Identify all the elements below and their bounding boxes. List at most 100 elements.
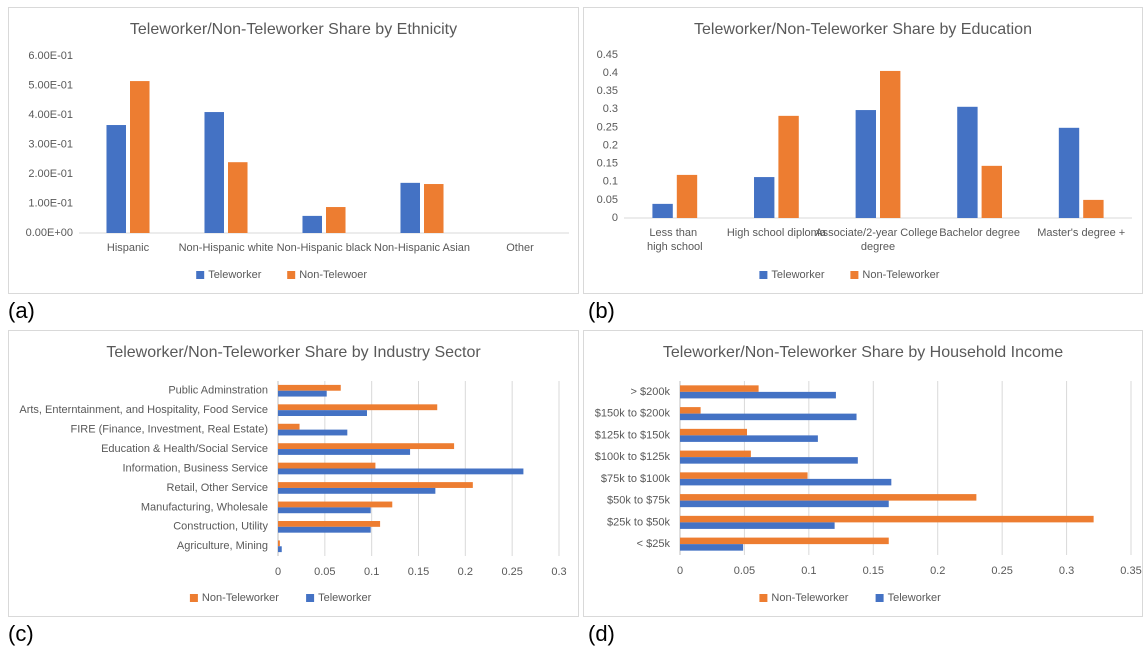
bar	[228, 162, 248, 233]
bar	[680, 522, 835, 529]
bar	[1058, 127, 1080, 218]
y-tick-label: $75k to $100k	[601, 473, 671, 485]
chart-panel: Teleworker/Non-Teleworker Share by Educa…	[583, 7, 1143, 294]
x-tick-label: 0.25	[501, 566, 522, 578]
legend-label: Non-Telewoer	[299, 269, 367, 281]
x-tick-label: Hispanic	[107, 242, 150, 254]
y-tick-label: Information, Business Service	[122, 462, 268, 474]
x-tick-label: 0.3	[551, 566, 566, 578]
y-tick-label: 5.00E-01	[28, 79, 73, 91]
bar	[680, 391, 836, 399]
y-tick-label: $50k to $75k	[607, 495, 670, 507]
bar	[680, 544, 744, 551]
bar	[981, 165, 1002, 218]
bar	[754, 177, 775, 218]
bar	[278, 540, 280, 547]
x-tick-label: 0.2	[930, 565, 945, 577]
x-tick-label: Bachelor degree	[939, 227, 1020, 239]
legend-label: Teleworker	[318, 592, 372, 604]
label-line: degree	[861, 241, 895, 253]
bar	[278, 449, 411, 455]
bar	[680, 457, 858, 464]
y-tick-label: 0.2	[603, 139, 618, 151]
y-tick-label: 0.1	[603, 176, 618, 188]
bar	[278, 468, 524, 475]
bar	[676, 174, 698, 218]
x-tick-label: 0.2	[458, 566, 473, 578]
bar	[278, 384, 341, 391]
bar	[278, 462, 376, 469]
x-tick-label: Non-Hispanic Asian	[374, 242, 470, 254]
chart-title: Teleworker/Non-Teleworker Share by House…	[663, 344, 1063, 361]
bar	[680, 494, 977, 501]
x-tick-label: Master's degree +	[1037, 227, 1125, 239]
chart: Teleworker/Non-Teleworker Share by Indus…	[19, 344, 566, 604]
y-tick-label: $25k to $50k	[607, 516, 670, 528]
legend-label: Non-Teleworker	[202, 592, 279, 604]
legend-label: Teleworker	[208, 269, 262, 281]
bar	[278, 487, 436, 494]
bar	[957, 106, 978, 218]
y-tick-label: 3.00E-01	[28, 138, 73, 150]
bar	[278, 423, 300, 430]
y-tick-label: $150k to $200k	[595, 408, 671, 420]
bar	[130, 81, 150, 233]
label-line: high school	[647, 241, 703, 253]
bar	[278, 410, 367, 416]
chart-title: Teleworker/Non-Teleworker Share by Educa…	[694, 21, 1032, 38]
bar	[278, 507, 371, 514]
bar	[1083, 199, 1104, 218]
x-tick-label: 0.1	[801, 565, 816, 577]
legend-swatch	[287, 271, 296, 279]
panel-label: (b)	[588, 298, 615, 323]
bar	[278, 546, 282, 553]
chart-panel: Teleworker/Non-Teleworker Share by Indus…	[8, 330, 579, 617]
legend-label: Non-Teleworker	[862, 269, 939, 281]
x-tick-label: 0.3	[1059, 565, 1074, 577]
bar	[680, 407, 701, 414]
bar	[680, 500, 889, 508]
bar	[278, 501, 393, 508]
x-tick-label: 0.15	[863, 565, 884, 577]
bar	[855, 110, 876, 218]
bar	[680, 413, 857, 421]
chart-title: Teleworker/Non-Teleworker Share by Ethni…	[130, 21, 457, 38]
bar	[278, 443, 455, 450]
bar	[278, 521, 381, 527]
x-tick-label: Non-Hispanic white	[179, 242, 274, 254]
x-tick-label: 0	[275, 566, 281, 578]
bar	[680, 450, 751, 458]
chart: Teleworker/Non-Teleworker Share by Ethni…	[26, 21, 569, 281]
legend-label: Teleworker	[888, 592, 942, 604]
chart: Teleworker/Non-Teleworker Share by Educa…	[597, 21, 1132, 281]
bar	[652, 203, 673, 218]
y-tick-label: Construction, Utility	[173, 521, 268, 533]
bar	[778, 115, 799, 218]
y-tick-label: 0.05	[597, 194, 618, 206]
panel-label: (a)	[8, 298, 35, 323]
bar	[680, 435, 818, 442]
chart-title: Teleworker/Non-Teleworker Share by Indus…	[106, 344, 481, 361]
bar	[680, 478, 892, 486]
x-tick-label: 0.05	[734, 565, 755, 577]
y-tick-label: 0.00E+00	[26, 227, 73, 239]
bar	[106, 125, 126, 233]
y-tick-label: Arts, Enterntainment, and Hospitality, F…	[19, 404, 268, 416]
y-tick-label: Public Adminstration	[168, 385, 268, 397]
legend-label: Non-Teleworker	[771, 592, 848, 604]
bar	[302, 215, 322, 233]
bar	[424, 184, 444, 233]
bar	[278, 404, 438, 411]
y-tick-label: FIRE (Finance, Investment, Real Estate)	[71, 424, 268, 436]
y-tick-label: Manufacturing, Wholesale	[141, 501, 268, 513]
bar	[278, 390, 327, 397]
panel-label: (d)	[588, 621, 615, 646]
y-tick-label: 0.45	[597, 49, 618, 61]
y-tick-label: 0.4	[603, 67, 618, 79]
bar	[204, 112, 224, 233]
y-tick-label: Education & Health/Social Service	[101, 443, 268, 455]
bar	[880, 70, 901, 218]
legend-swatch	[759, 594, 768, 602]
x-tick-label: 0.05	[314, 566, 335, 578]
